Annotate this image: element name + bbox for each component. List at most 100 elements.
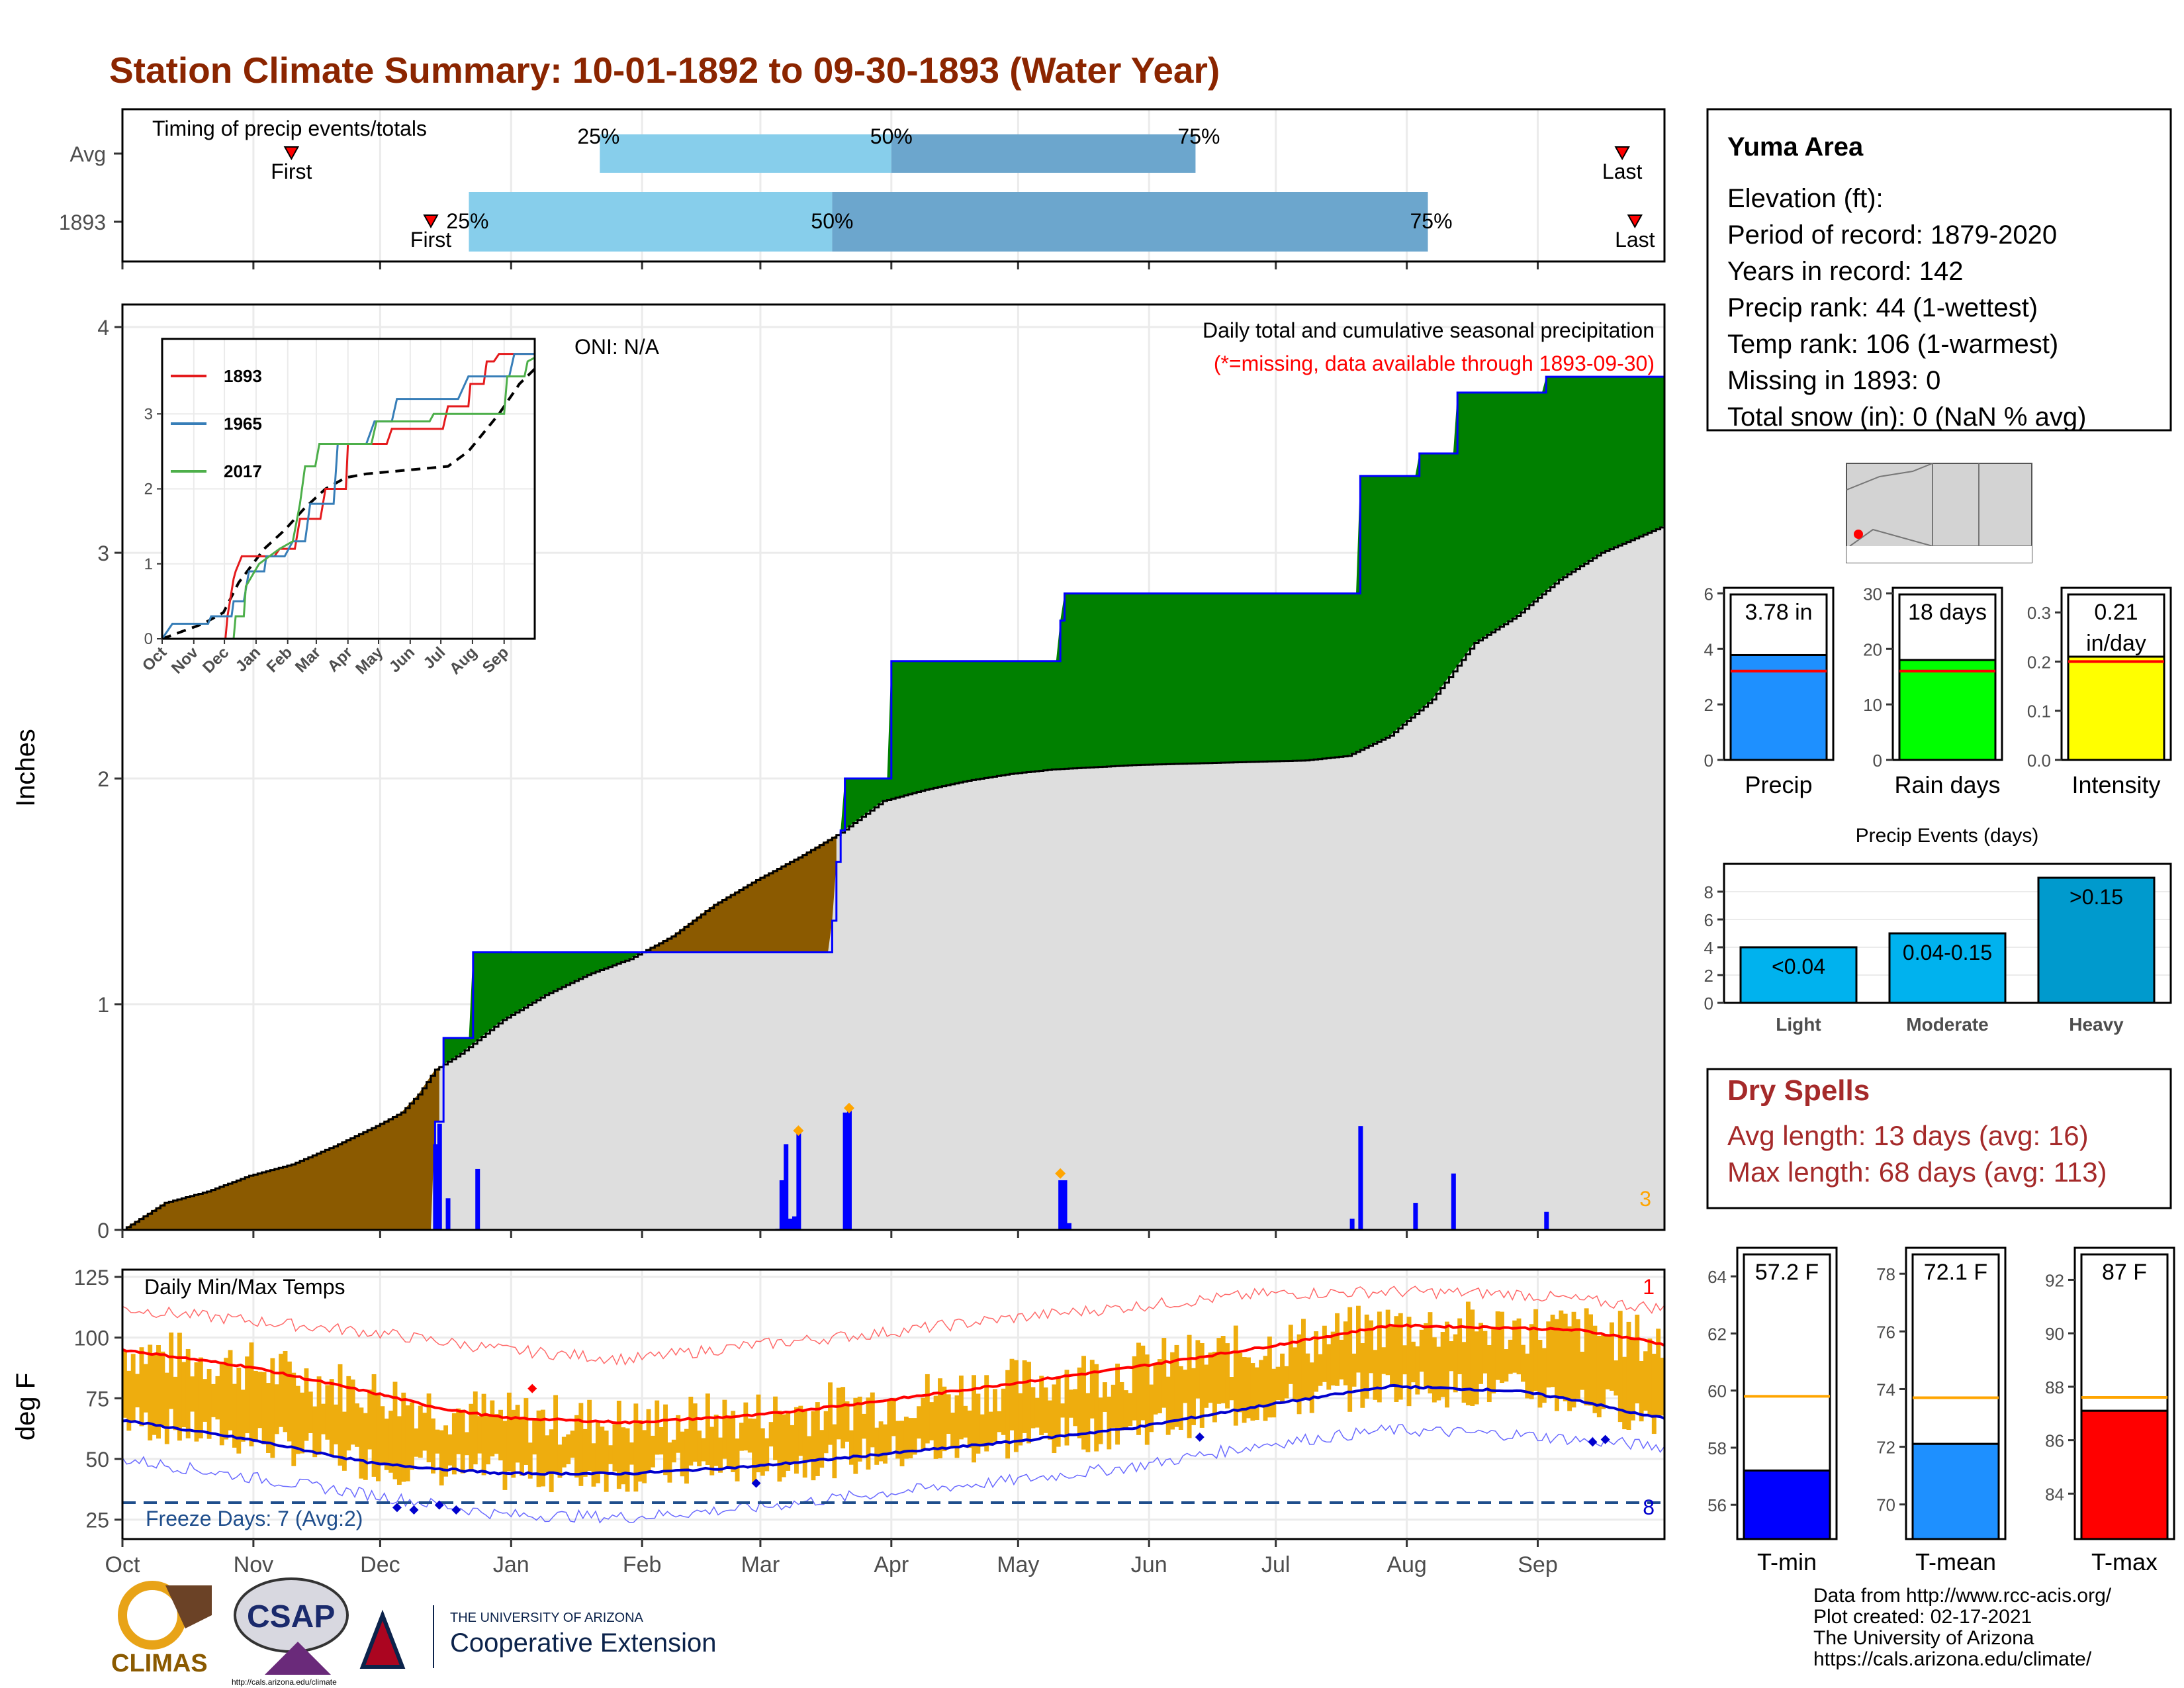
- daily-temp-range-bar: [1580, 1352, 1585, 1390]
- daily-temp-range-bar: [1390, 1327, 1394, 1385]
- daily-temp-range-bar: [1178, 1366, 1183, 1430]
- temp-bar-label: T-min: [1757, 1548, 1817, 1575]
- timing-first-label: First: [410, 228, 451, 252]
- daily-temp-range-bar: [1318, 1354, 1323, 1386]
- daily-temp-range-bar: [1571, 1311, 1576, 1408]
- precip-y-tick-label: 3: [97, 541, 109, 565]
- daily-temp-range-bar: [380, 1406, 385, 1465]
- daily-temp-range-bar: [976, 1393, 981, 1454]
- daily-temp-range-bar: [764, 1438, 770, 1472]
- dry-spells-avg: Avg length: 13 days (avg: 16): [1727, 1120, 2089, 1151]
- daily-temp-range-bar: [527, 1442, 533, 1479]
- daily-temp-range-bar: [1009, 1358, 1015, 1430]
- events-y-tick-label: 6: [1704, 910, 1713, 930]
- daily-temp-range-bar: [1436, 1346, 1441, 1401]
- temp-y-tick-label: 64: [1707, 1267, 1727, 1287]
- daily-temp-range-bar: [688, 1396, 694, 1466]
- csap-logo-text: CSAP: [247, 1599, 335, 1634]
- daily-temp-range-bar: [807, 1436, 812, 1462]
- daily-temp-range-bar: [295, 1385, 300, 1454]
- daily-temp-range-bar: [1314, 1331, 1319, 1392]
- timing-title: Timing of precip events/totals: [152, 117, 427, 140]
- daily-temp-range-bar: [329, 1379, 334, 1456]
- daily-temp-range-bar: [1381, 1347, 1387, 1374]
- daily-precip-bar: [1349, 1218, 1355, 1230]
- daily-temp-range-bar: [1060, 1403, 1066, 1418]
- daily-temp-range-bar: [1165, 1376, 1171, 1435]
- csap-logo: CSAP http://cals.arizona.edu/climate: [232, 1577, 349, 1687]
- daily-temp-range-bar: [878, 1421, 884, 1462]
- temp-bar-frame: [2073, 1246, 2175, 1540]
- credit-university: The University of Arizona: [1813, 1627, 2034, 1649]
- daily-temp-range-bar: [891, 1398, 896, 1436]
- daily-temp-range-bar: [1288, 1325, 1293, 1384]
- daily-temp-range-bar: [946, 1394, 951, 1434]
- daily-temp-range-bar: [997, 1411, 1002, 1432]
- station-elevation: Elevation (ft):: [1727, 184, 1884, 213]
- daily-precip-bar: [445, 1198, 451, 1230]
- daily-temp-range-bar: [1617, 1311, 1623, 1423]
- events-y-tick-label: 0: [1704, 994, 1713, 1013]
- daily-temp-range-bar: [1525, 1353, 1530, 1399]
- temperature-bar-charts: 57.2 F 56 58 60 62 64 T-min 72.1 F 70 72 74 76 78 T-m…: [1707, 1246, 2175, 1575]
- daily-temp-range-bar: [781, 1414, 786, 1477]
- daily-temp-range-bar: [1132, 1356, 1137, 1421]
- daily-temp-range-bar: [148, 1344, 153, 1441]
- daily-temp-range-bar: [557, 1444, 563, 1478]
- daily-temp-range-bar: [384, 1419, 389, 1470]
- daily-temp-range-bar: [1470, 1309, 1475, 1406]
- summary-label-box: [1898, 593, 1997, 661]
- timing-first-label: First: [271, 160, 312, 183]
- daily-temp-range-bar: [130, 1354, 136, 1421]
- temp-bar-T-min: [1743, 1469, 1831, 1540]
- daily-temp-range-bar: [1605, 1335, 1610, 1389]
- daily-temp-range-bar: [650, 1435, 655, 1468]
- daily-temp-range-bar: [633, 1403, 639, 1492]
- month-axis-label: May: [997, 1552, 1039, 1577]
- summary-value-label: 0.21: [2094, 600, 2138, 625]
- missing-data-diamond: [793, 1125, 804, 1136]
- daily-temp-range-bar: [1144, 1354, 1150, 1445]
- daily-temp-range-bar: [1537, 1340, 1543, 1408]
- daily-temp-range-bar: [308, 1391, 313, 1434]
- daily-temp-range-bar: [967, 1410, 972, 1448]
- daily-temp-range-bar: [1563, 1313, 1568, 1401]
- daily-temp-range-bar: [1005, 1370, 1011, 1459]
- timing-row-label: Avg: [69, 142, 106, 166]
- daily-temp-range-bar: [984, 1375, 989, 1452]
- daily-temp-range-bar: [1415, 1346, 1420, 1395]
- timing-p50-label: 50%: [811, 209, 853, 233]
- daily-temp-range-bar: [777, 1411, 782, 1482]
- daily-temp-range-bar: [925, 1374, 930, 1444]
- daily-temp-range-bar: [1216, 1338, 1222, 1404]
- daily-temp-range-bar: [582, 1429, 588, 1477]
- daily-temp-range-bar: [621, 1427, 626, 1485]
- daily-temp-range-bar: [1013, 1360, 1019, 1452]
- temp-y-tick-label: 60: [1707, 1382, 1727, 1401]
- events-title: Precip Events (days): [1856, 825, 2039, 847]
- temp-value-label: 87 F: [2102, 1260, 2147, 1285]
- daily-temp-range-bar: [1280, 1353, 1285, 1403]
- daily-temp-range-bar: [1588, 1314, 1593, 1406]
- daily-temp-range-bar: [173, 1376, 178, 1430]
- daily-temp-range-bar: [1575, 1319, 1580, 1399]
- precip-panel: 0 1 2 3 4 Inches ONI: N/A Daily total and cumul…: [11, 303, 1666, 1243]
- month-axis-label: Jan: [493, 1552, 529, 1577]
- daily-temp-range-bar: [418, 1405, 423, 1458]
- precip-y-tick-label: 4: [97, 316, 109, 340]
- station-temp-rank: Temp rank: 106 (1-warmest): [1727, 330, 2058, 359]
- daily-temp-range-bar: [938, 1378, 942, 1459]
- daily-temp-range-bar: [1191, 1368, 1196, 1425]
- daily-temp-range-bar: [848, 1430, 854, 1465]
- daily-temp-range-bar: [709, 1427, 715, 1476]
- daily-temp-range-bar: [1081, 1356, 1086, 1450]
- timing-p25-label: 25%: [446, 209, 488, 233]
- daily-temp-range-bar: [1550, 1315, 1555, 1387]
- summary-y-tick-label: 0.2: [2027, 652, 2051, 672]
- summary-value-label: 3.78 in: [1745, 600, 1812, 625]
- record-low-diamond: [1588, 1437, 1598, 1447]
- daily-temp-range-bar: [684, 1429, 689, 1484]
- daily-temp-range-bar: [1377, 1311, 1382, 1403]
- daily-precip-bar: [433, 1144, 438, 1230]
- daily-temp-range-bar: [232, 1383, 237, 1448]
